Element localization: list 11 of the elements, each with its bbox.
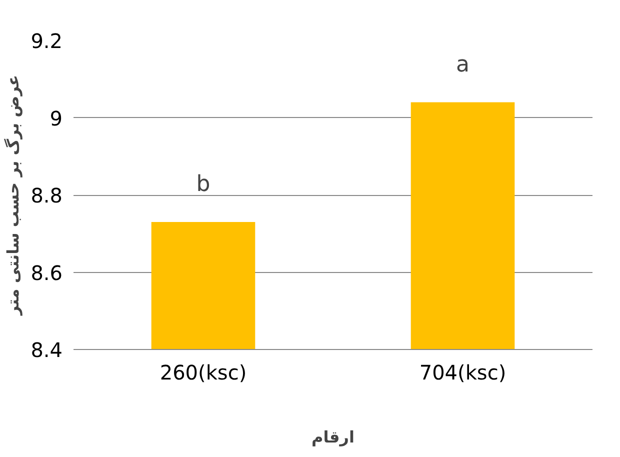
x-axis-title: ارقام <box>312 428 354 446</box>
y-tick-label: 8.6 <box>30 260 63 285</box>
annotation: a <box>456 52 470 78</box>
y-tick-label: 8.4 <box>30 338 63 362</box>
x-tick-label: 260(ksc) <box>160 360 247 384</box>
x-tick-label: 704(ksc) <box>419 360 506 384</box>
y-axis-title: عرض برگ بر حسب سانتی متر <box>4 74 23 316</box>
y-tick-label: 8.8 <box>30 184 63 208</box>
y-tick-label: 9.2 <box>30 29 63 53</box>
y-tick-label: 9 <box>50 106 63 130</box>
annotation: b <box>196 172 210 198</box>
